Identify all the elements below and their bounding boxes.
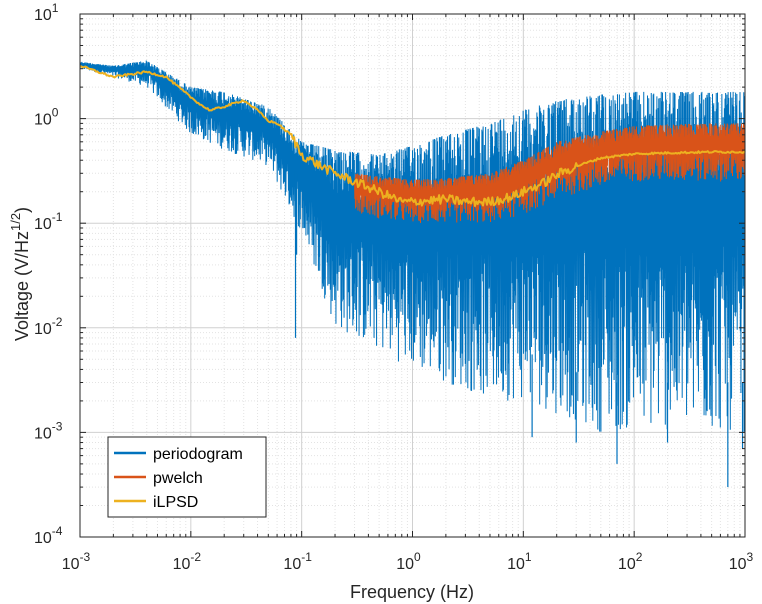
y-tick-label: 101	[34, 1, 59, 24]
series-pwelch-trace	[354, 123, 746, 224]
axis-ticks	[79, 13, 746, 538]
x-tick-label: 103	[729, 550, 754, 573]
x-tick-label: 102	[618, 550, 643, 573]
y-axis-label-sup: 1/2	[8, 213, 23, 231]
x-tick-label: 101	[507, 550, 532, 573]
x-tick-label: 10-1	[283, 550, 312, 573]
series-periodogram-trace	[79, 60, 746, 432]
series-ilpsd-line	[79, 65, 746, 207]
legend-label-pwelch: pwelch	[153, 470, 203, 487]
y-tick-label: 10-3	[34, 419, 63, 442]
legend-label-ilpsd: iLPSD	[153, 494, 198, 511]
series-ilpsd	[79, 65, 746, 207]
y-axis-label: Voltage (V/Hz1/2)	[8, 207, 32, 341]
x-tick-label: 100	[396, 550, 421, 573]
y-axis-label-close: )	[12, 207, 32, 213]
series-periodogram	[79, 60, 746, 488]
plot-area	[79, 60, 746, 488]
legend-label-periodogram: periodogram	[153, 446, 243, 463]
y-tick-labels: 10-4 10-3 10-2 10-1 100 101	[34, 1, 63, 547]
x-tick-label: 10-3	[62, 550, 91, 573]
y-tick-label: 10-2	[34, 315, 63, 338]
y-axis-label-main: Voltage (V/Hz	[12, 231, 32, 341]
y-tick-label: 10-1	[34, 210, 63, 233]
y-tick-label: 100	[34, 106, 59, 129]
x-tick-labels: 10-3 10-2 10-1 100 101 102 103	[62, 550, 754, 573]
y-tick-label: 10-4	[34, 524, 63, 547]
x-tick-label: 10-2	[173, 550, 202, 573]
legend: periodogram pwelch iLPSD	[107, 436, 267, 518]
series-pwelch	[354, 123, 746, 224]
x-axis-label: Frequency (Hz)	[350, 582, 474, 602]
